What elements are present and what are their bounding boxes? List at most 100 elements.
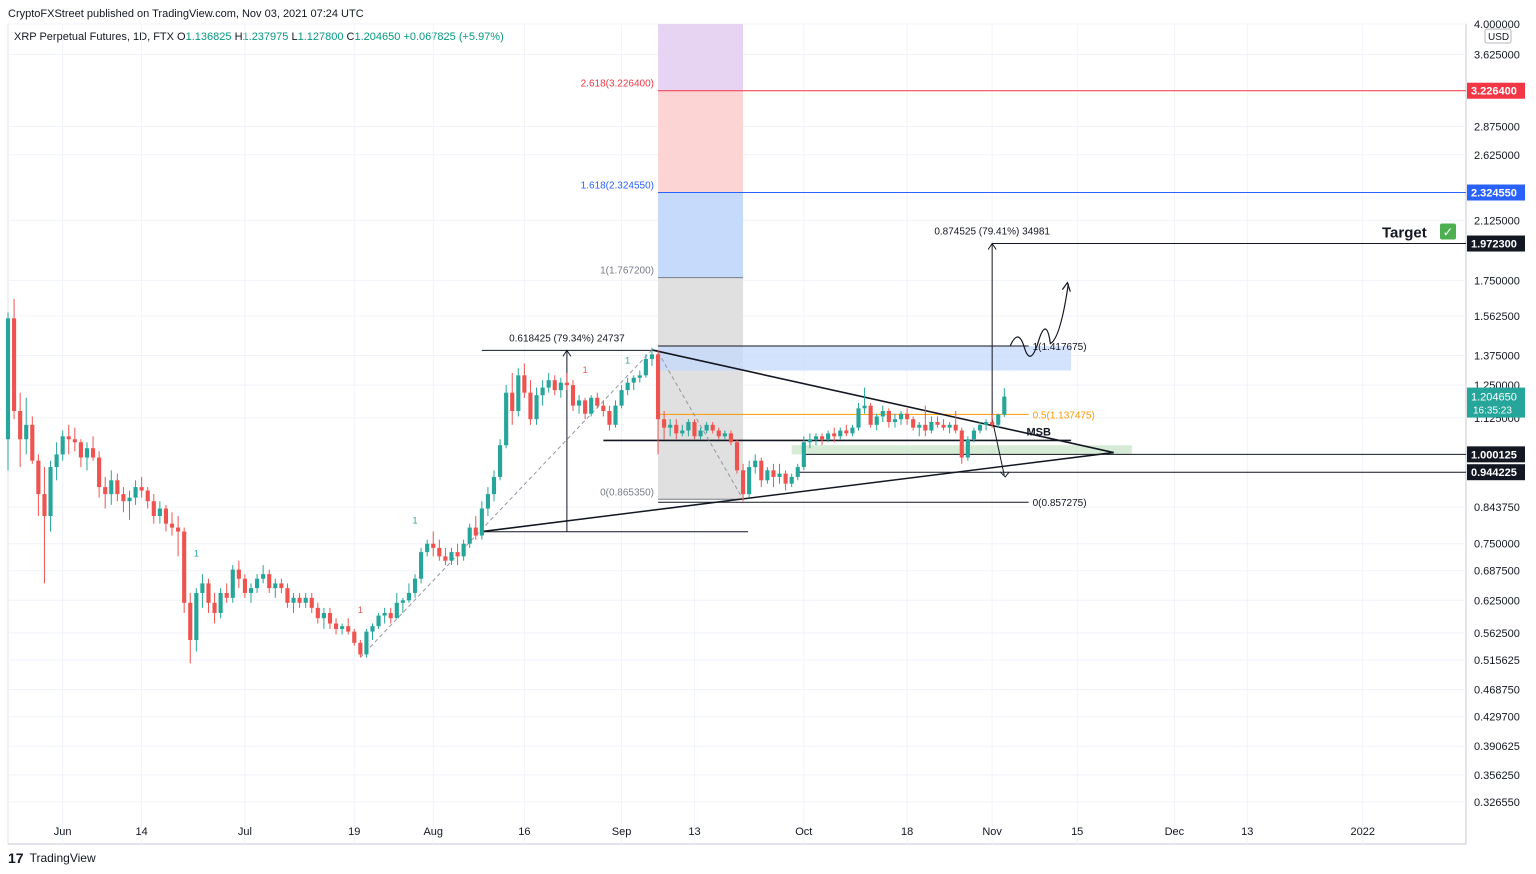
candle-body [18, 411, 23, 440]
y-tick-label: 0.515625 [1474, 655, 1520, 667]
candle-body [303, 597, 308, 603]
candle-body [734, 442, 740, 471]
y-tick-label: 0.356250 [1474, 770, 1520, 782]
candle-body [674, 424, 679, 434]
candle-body [364, 631, 369, 655]
x-tick-label: 18 [901, 826, 913, 838]
fib-zone-grey [658, 277, 744, 500]
fib-zone-purple [658, 24, 744, 91]
candle-body [66, 436, 71, 440]
candle-body [716, 430, 721, 437]
candle-body [977, 424, 983, 431]
candle-body [297, 597, 302, 603]
candle-body [692, 421, 697, 437]
candle-body [212, 602, 217, 613]
y-tick-label: 0.326550 [1474, 797, 1520, 809]
candle-body [340, 626, 345, 629]
candle-body [449, 552, 454, 561]
y-tick-label: 0.468750 [1474, 685, 1520, 697]
x-tick-label: Nov [982, 826, 1002, 838]
candle-body [917, 424, 922, 428]
x-tick-label: Dec [1165, 826, 1185, 838]
x-tick-label: 13 [1241, 826, 1253, 838]
candle-body [188, 602, 193, 640]
candle-body [564, 382, 569, 386]
candle-body [984, 421, 989, 425]
candle-body [570, 385, 576, 406]
candle-body [941, 424, 946, 428]
y-tick-label: 0.390625 [1474, 741, 1520, 753]
candle-body [479, 508, 484, 536]
candle-body [461, 543, 466, 557]
low-label: L [291, 31, 298, 43]
y-tick-label: 0.843750 [1474, 502, 1520, 514]
candle-body [437, 547, 442, 557]
price-tag-label: 0.944225 [1471, 467, 1517, 479]
zones-layer [658, 24, 1132, 500]
fib-ret-label: 0(0.857275) [1033, 498, 1087, 509]
brand-name: TradingView [29, 851, 96, 865]
candle-body [346, 626, 351, 632]
candle-body [327, 612, 333, 624]
candle-body [24, 424, 29, 440]
candle-body [267, 574, 272, 589]
candle-body [352, 631, 357, 643]
measure-arrow [987, 242, 997, 250]
candle-body [90, 448, 96, 458]
fib-ext-label: 1.618(2.324550) [581, 181, 654, 192]
candle-body [783, 473, 788, 484]
candle-body [789, 476, 794, 484]
y-tick-label: 2.625000 [1474, 150, 1520, 162]
footer-brand[interactable]: 17 TradingView [8, 850, 96, 866]
measure-label: 0.618425 (79.34%) 24737 [509, 333, 625, 344]
candle-body [516, 375, 521, 412]
candle-body [528, 392, 533, 420]
x-tick-label: 15 [1071, 826, 1083, 838]
candle-body [510, 392, 515, 412]
candle-body [5, 318, 11, 440]
candle-body [613, 405, 618, 425]
candles-layer[interactable] [5, 298, 1007, 664]
y-tick-label: 2.875000 [1474, 122, 1520, 134]
candle-body [826, 433, 831, 440]
candle-body [455, 552, 460, 557]
candle-body [309, 597, 314, 608]
candle-body [655, 354, 661, 420]
y-tick-label: 1.750000 [1474, 276, 1520, 288]
candle-body [850, 427, 855, 434]
candle-body [206, 583, 211, 603]
projection-down-arrow [999, 471, 1010, 478]
candle-body [832, 433, 837, 437]
candle-marker: 1 [194, 548, 199, 558]
last-price-label: 1.204650 [1471, 392, 1517, 404]
candle-body [419, 552, 424, 579]
candle-body [546, 380, 551, 388]
candle-body [771, 470, 776, 477]
fib-ext-label: 2.618(3.226400) [581, 79, 654, 90]
candle-body [194, 592, 199, 640]
msb-label: MSB [1026, 426, 1051, 438]
candle-body [84, 448, 90, 458]
candle-body [1002, 396, 1007, 415]
fib-zone-blue [658, 192, 744, 278]
candle-body [261, 574, 266, 579]
tradingview-logo-icon: 17 [8, 850, 24, 866]
candle-body [747, 467, 752, 495]
candle-body [151, 501, 156, 517]
candle-body [868, 405, 873, 425]
candle-body [97, 457, 102, 488]
candle-body [971, 430, 976, 440]
candle-body [291, 597, 296, 603]
open-label: O [177, 31, 186, 43]
candle-body [583, 400, 588, 414]
candle-body [892, 419, 898, 422]
x-tick-label: 14 [136, 826, 148, 838]
candle-body [540, 387, 545, 396]
candle-body [60, 436, 65, 455]
candle-body [990, 421, 995, 425]
candle-body [255, 578, 260, 589]
candle-body [704, 424, 709, 431]
candle-body [631, 377, 636, 383]
candle-body [315, 607, 320, 619]
